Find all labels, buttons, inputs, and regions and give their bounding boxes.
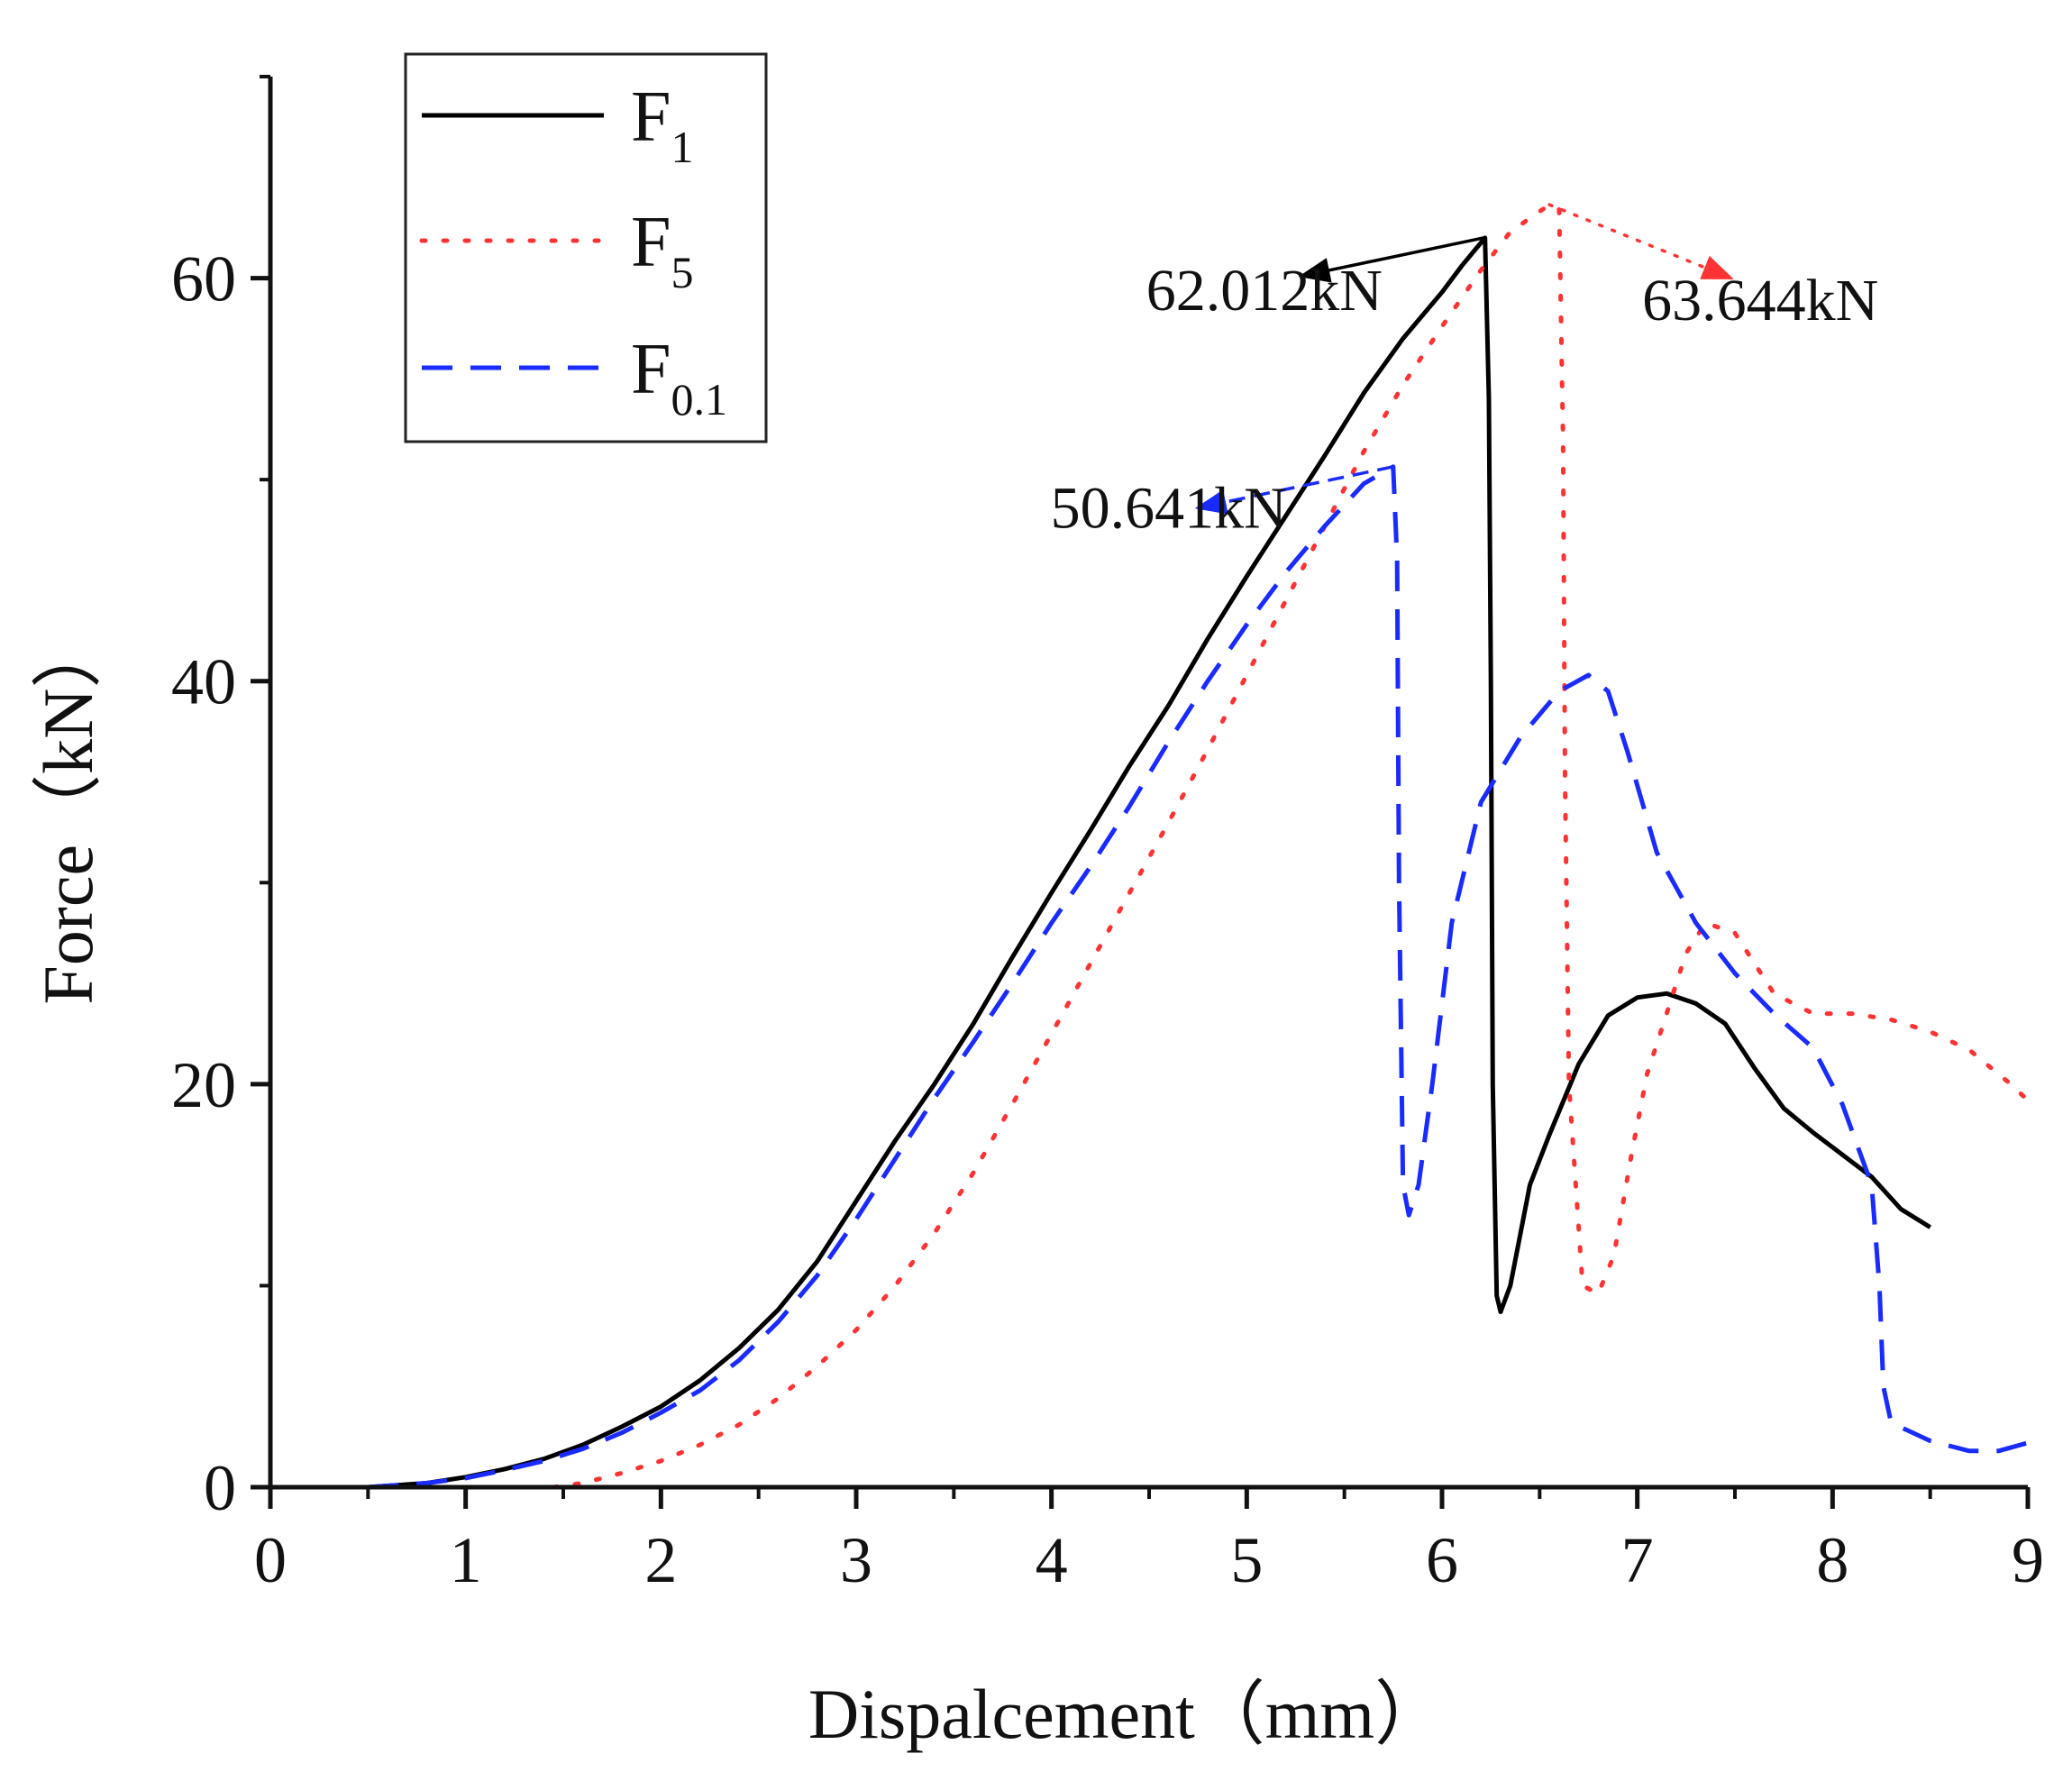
legend-box	[404, 52, 768, 443]
x-tick-label-0: 0	[254, 1524, 287, 1596]
annotation-label-0: 62.012kN	[1146, 258, 1383, 324]
annotation-label-2: 50.641kN	[1051, 475, 1287, 541]
x-axis-title: Dispalcement（mm）	[808, 1675, 1445, 1753]
x-tick-label-2: 2	[644, 1524, 677, 1596]
x-tick-label-7: 7	[1621, 1524, 1654, 1596]
series-line-1	[551, 202, 2031, 1490]
x-tick-label-5: 5	[1230, 1524, 1263, 1596]
y-tick-label-2: 40	[171, 646, 236, 718]
series-line-2	[368, 464, 2029, 1490]
x-tick-label-6: 6	[1426, 1524, 1458, 1596]
annotation-label-1: 63.644kN	[1642, 268, 1878, 333]
y-tick-label-0: 0	[204, 1452, 236, 1524]
series-layer	[368, 202, 2031, 1490]
y-tick-label-3: 60	[171, 243, 236, 315]
series-line-0	[368, 235, 1932, 1490]
y-axis-title: Force（kN）	[29, 618, 107, 1005]
annotation-arrow-2	[1194, 465, 1394, 515]
annotation-arrow-0	[1298, 235, 1486, 283]
x-tick-label-8: 8	[1816, 1524, 1848, 1596]
y-tick-label-1: 20	[171, 1049, 236, 1121]
x-tick-label-1: 1	[450, 1524, 482, 1596]
annotation-arrow-1	[1547, 203, 1734, 280]
x-tick-label-9: 9	[2012, 1524, 2044, 1596]
x-tick-label-3: 3	[840, 1524, 872, 1596]
ticks: 0 1 2 3 4 5 6 7 8 9 0 20 40 60	[171, 75, 2044, 1596]
annotations: 62.012kN 63.644kN 50.641kN	[1051, 203, 1878, 541]
x-tick-label-4: 4	[1036, 1524, 1068, 1596]
